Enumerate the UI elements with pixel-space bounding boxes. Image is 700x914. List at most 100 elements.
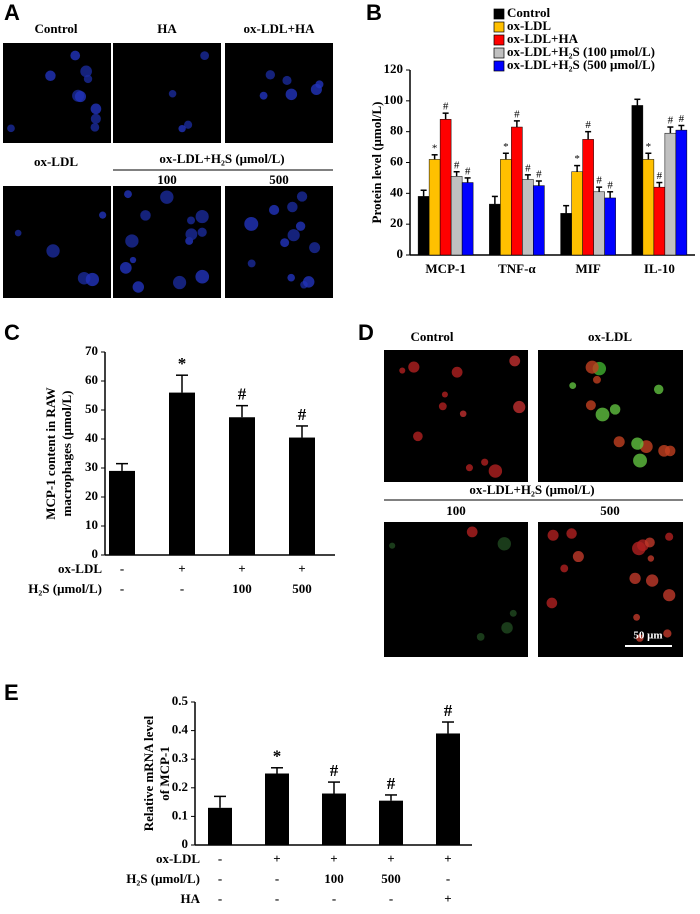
- bar: [379, 800, 403, 845]
- bar: [450, 176, 463, 256]
- annotation: #: [679, 113, 685, 125]
- cell: [631, 437, 644, 450]
- panel-label: E: [4, 680, 19, 705]
- cell: [647, 555, 655, 562]
- cell: [481, 458, 489, 466]
- error-bar: [607, 191, 614, 198]
- cell: [195, 209, 209, 224]
- condition-label: ox-LDL: [58, 561, 102, 576]
- error-bar: [678, 124, 685, 131]
- micrograph: [538, 350, 683, 482]
- cell: [247, 259, 256, 268]
- cell: [200, 51, 210, 60]
- cell: [451, 366, 463, 378]
- annotation: #: [465, 165, 471, 177]
- cell: [125, 234, 139, 248]
- cell: [663, 589, 676, 602]
- y-tick-label: 0.4: [172, 722, 189, 737]
- condition-value: -: [275, 871, 279, 886]
- legend-label: ox-LDL+H₂S (100 μmol/L): [507, 44, 655, 59]
- condition-value: -: [120, 581, 124, 596]
- condition-label: H₂S (μmol/L): [28, 581, 102, 596]
- error-bar: [442, 721, 454, 734]
- cell: [46, 244, 60, 258]
- condition-value: 100: [324, 871, 344, 886]
- condition-value: +: [178, 561, 185, 576]
- cell: [287, 273, 295, 282]
- error-bar: [667, 126, 674, 134]
- cell: [70, 50, 81, 61]
- condition-value: +: [273, 851, 280, 866]
- bar: [322, 793, 346, 845]
- annotation: #: [668, 115, 674, 127]
- annotation: #: [387, 774, 396, 793]
- y-tick-label: 30: [85, 459, 98, 474]
- cell: [287, 229, 300, 242]
- cell: [309, 242, 321, 254]
- image-label: HA: [157, 21, 177, 36]
- image-label: Control: [34, 21, 77, 36]
- annotation: #: [298, 405, 307, 424]
- cell: [389, 542, 396, 549]
- y-tick-label: 0: [397, 246, 404, 261]
- error-bar: [453, 171, 460, 177]
- condition-label: H₂S (μmol/L): [126, 871, 200, 886]
- legend-label: ox-LDL+H₂S (500 μmol/L): [507, 57, 655, 72]
- condition-value: -: [218, 891, 222, 906]
- cell: [295, 221, 306, 231]
- annotation: #: [330, 761, 339, 780]
- cell: [185, 228, 198, 241]
- dose-label: 500: [600, 503, 620, 518]
- error-bar: [116, 462, 128, 471]
- cell: [593, 375, 601, 384]
- y-tick-label: 40: [390, 184, 403, 199]
- y-tick-label: 40: [85, 430, 98, 445]
- group-label: ox-LDL+H₂S (μmol/L): [469, 482, 594, 497]
- bar: [489, 203, 501, 256]
- cell: [85, 272, 100, 287]
- bar: [428, 159, 441, 256]
- y-tick-label: 0.1: [172, 807, 188, 822]
- bar: [642, 159, 655, 256]
- cell: [140, 210, 151, 221]
- cell: [119, 262, 132, 274]
- error-bar: [513, 120, 520, 128]
- error-bar: [431, 154, 438, 160]
- y-axis-title: MCP-1 content in RAW: [43, 387, 58, 520]
- error-bar: [645, 152, 652, 160]
- annotation: *: [273, 747, 282, 766]
- bar: [511, 126, 523, 256]
- cell: [632, 541, 646, 556]
- cell: [609, 404, 621, 415]
- bar: [417, 196, 430, 256]
- y-axis-title: macrophages (μmol/L): [59, 391, 74, 517]
- cell: [74, 91, 87, 103]
- cell: [585, 400, 596, 411]
- cell: [187, 216, 196, 225]
- cell: [399, 367, 406, 374]
- y-tick-label: 0.2: [172, 779, 188, 794]
- cell: [315, 80, 324, 89]
- cell: [663, 629, 672, 638]
- annotation: #: [454, 159, 460, 171]
- condition-value: -: [389, 891, 393, 906]
- cell: [572, 551, 584, 563]
- error-bar: [535, 180, 542, 186]
- cell: [168, 89, 177, 98]
- y-tick-label: 0: [92, 546, 99, 561]
- cell: [509, 609, 517, 617]
- cell: [296, 191, 308, 202]
- cell: [287, 201, 298, 213]
- bar: [675, 129, 688, 256]
- annotation: #: [657, 170, 663, 182]
- cell: [509, 355, 521, 367]
- error-bar: [502, 152, 509, 160]
- bar: [664, 132, 677, 256]
- image-label: ox-LDL+HA: [244, 21, 316, 36]
- cell: [129, 256, 137, 264]
- legend-swatch: [493, 47, 505, 59]
- annotation: #: [525, 162, 531, 174]
- cell: [90, 122, 100, 132]
- bar: [109, 470, 135, 555]
- cell: [438, 402, 447, 411]
